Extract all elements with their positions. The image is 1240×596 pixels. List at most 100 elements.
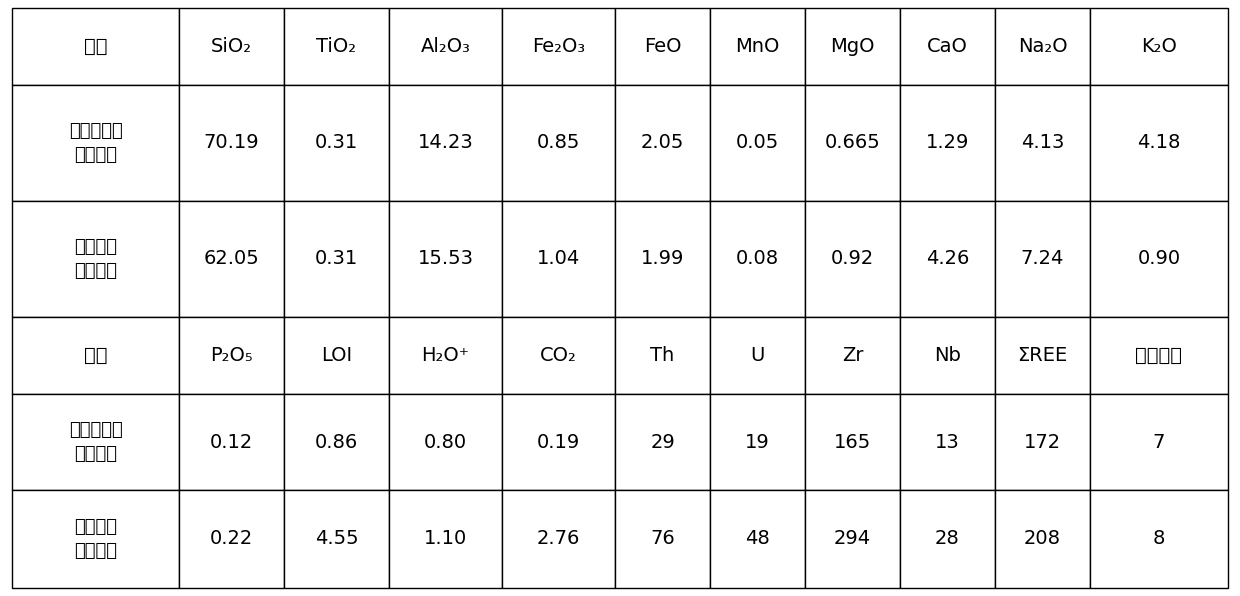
Bar: [994, 317, 1090, 394]
Bar: [284, 201, 389, 317]
Bar: [389, 8, 502, 85]
Bar: [12, 394, 179, 490]
Bar: [389, 85, 502, 201]
Bar: [994, 85, 1090, 201]
Bar: [900, 394, 994, 490]
Bar: [284, 394, 389, 490]
Bar: [502, 85, 615, 201]
Bar: [389, 317, 502, 394]
Text: 0.31: 0.31: [315, 134, 358, 153]
Bar: [615, 317, 711, 394]
Bar: [1090, 490, 1228, 588]
Bar: [994, 490, 1090, 588]
Bar: [502, 490, 615, 588]
Text: 1.04: 1.04: [537, 250, 580, 269]
Bar: [12, 317, 179, 394]
Bar: [284, 490, 389, 588]
Bar: [711, 201, 805, 317]
Text: Th: Th: [650, 346, 675, 365]
Text: 165: 165: [833, 433, 872, 452]
Text: TiO₂: TiO₂: [316, 37, 357, 56]
Bar: [179, 201, 284, 317]
Bar: [900, 8, 994, 85]
Bar: [711, 8, 805, 85]
Text: 294: 294: [835, 529, 870, 548]
Text: ΣREE: ΣREE: [1017, 346, 1068, 365]
Bar: [805, 85, 900, 201]
Bar: [12, 201, 179, 317]
Text: 0.665: 0.665: [825, 134, 880, 153]
Bar: [284, 8, 389, 85]
Text: Al₂O₃: Al₂O₃: [420, 37, 470, 56]
Bar: [389, 394, 502, 490]
Bar: [1090, 85, 1228, 201]
Text: 1.29: 1.29: [926, 134, 970, 153]
Text: Na₂O: Na₂O: [1018, 37, 1068, 56]
Text: 0.80: 0.80: [424, 433, 467, 452]
Bar: [1090, 394, 1228, 490]
Text: LOI: LOI: [321, 346, 352, 365]
Text: 15.53: 15.53: [418, 250, 474, 269]
Text: 172: 172: [1024, 433, 1061, 452]
Bar: [179, 8, 284, 85]
Bar: [805, 317, 900, 394]
Bar: [711, 317, 805, 394]
Bar: [994, 394, 1090, 490]
Text: 4.55: 4.55: [315, 529, 358, 548]
Text: 208: 208: [1024, 529, 1061, 548]
Text: 类型: 类型: [84, 37, 107, 56]
Text: 样品数量: 样品数量: [1136, 346, 1183, 365]
Text: 0.05: 0.05: [735, 134, 779, 153]
Bar: [502, 8, 615, 85]
Text: MgO: MgO: [831, 37, 874, 56]
Bar: [805, 394, 900, 490]
Text: H₂O⁺: H₂O⁺: [422, 346, 470, 365]
Bar: [179, 317, 284, 394]
Text: U: U: [750, 346, 765, 365]
Bar: [805, 201, 900, 317]
Text: 62.05: 62.05: [203, 250, 259, 269]
Text: 29: 29: [650, 433, 675, 452]
Text: 4.13: 4.13: [1021, 134, 1064, 153]
Text: 70.19: 70.19: [203, 134, 259, 153]
Text: 8: 8: [1153, 529, 1166, 548]
Text: 13: 13: [935, 433, 960, 452]
Bar: [615, 85, 711, 201]
Text: 4.18: 4.18: [1137, 134, 1180, 153]
Bar: [900, 201, 994, 317]
Text: 19: 19: [745, 433, 770, 452]
Bar: [179, 394, 284, 490]
Bar: [389, 490, 502, 588]
Bar: [1090, 201, 1228, 317]
Bar: [502, 201, 615, 317]
Text: 0.22: 0.22: [210, 529, 253, 548]
Bar: [615, 490, 711, 588]
Bar: [179, 490, 284, 588]
Text: 7: 7: [1153, 433, 1166, 452]
Text: 1.10: 1.10: [424, 529, 467, 548]
Bar: [389, 201, 502, 317]
Bar: [994, 8, 1090, 85]
Text: K₂O: K₂O: [1141, 37, 1177, 56]
Bar: [711, 394, 805, 490]
Bar: [502, 317, 615, 394]
Text: Zr: Zr: [842, 346, 863, 365]
Text: 7.24: 7.24: [1021, 250, 1064, 269]
Text: 0.19: 0.19: [537, 433, 580, 452]
Text: 4.26: 4.26: [926, 250, 970, 269]
Text: 0.12: 0.12: [210, 433, 253, 452]
Bar: [711, 85, 805, 201]
Text: MnO: MnO: [735, 37, 780, 56]
Text: 0.86: 0.86: [315, 433, 358, 452]
Text: 48: 48: [745, 529, 770, 548]
Text: 76: 76: [650, 529, 675, 548]
Bar: [900, 490, 994, 588]
Bar: [179, 85, 284, 201]
Text: 2.05: 2.05: [641, 134, 684, 153]
Text: 0.90: 0.90: [1137, 250, 1180, 269]
Text: 28: 28: [935, 529, 960, 548]
Text: 普通花岗岩
（均值）: 普通花岗岩 （均值）: [68, 421, 123, 463]
Bar: [12, 490, 179, 588]
Text: SiO₂: SiO₂: [211, 37, 252, 56]
Bar: [805, 8, 900, 85]
